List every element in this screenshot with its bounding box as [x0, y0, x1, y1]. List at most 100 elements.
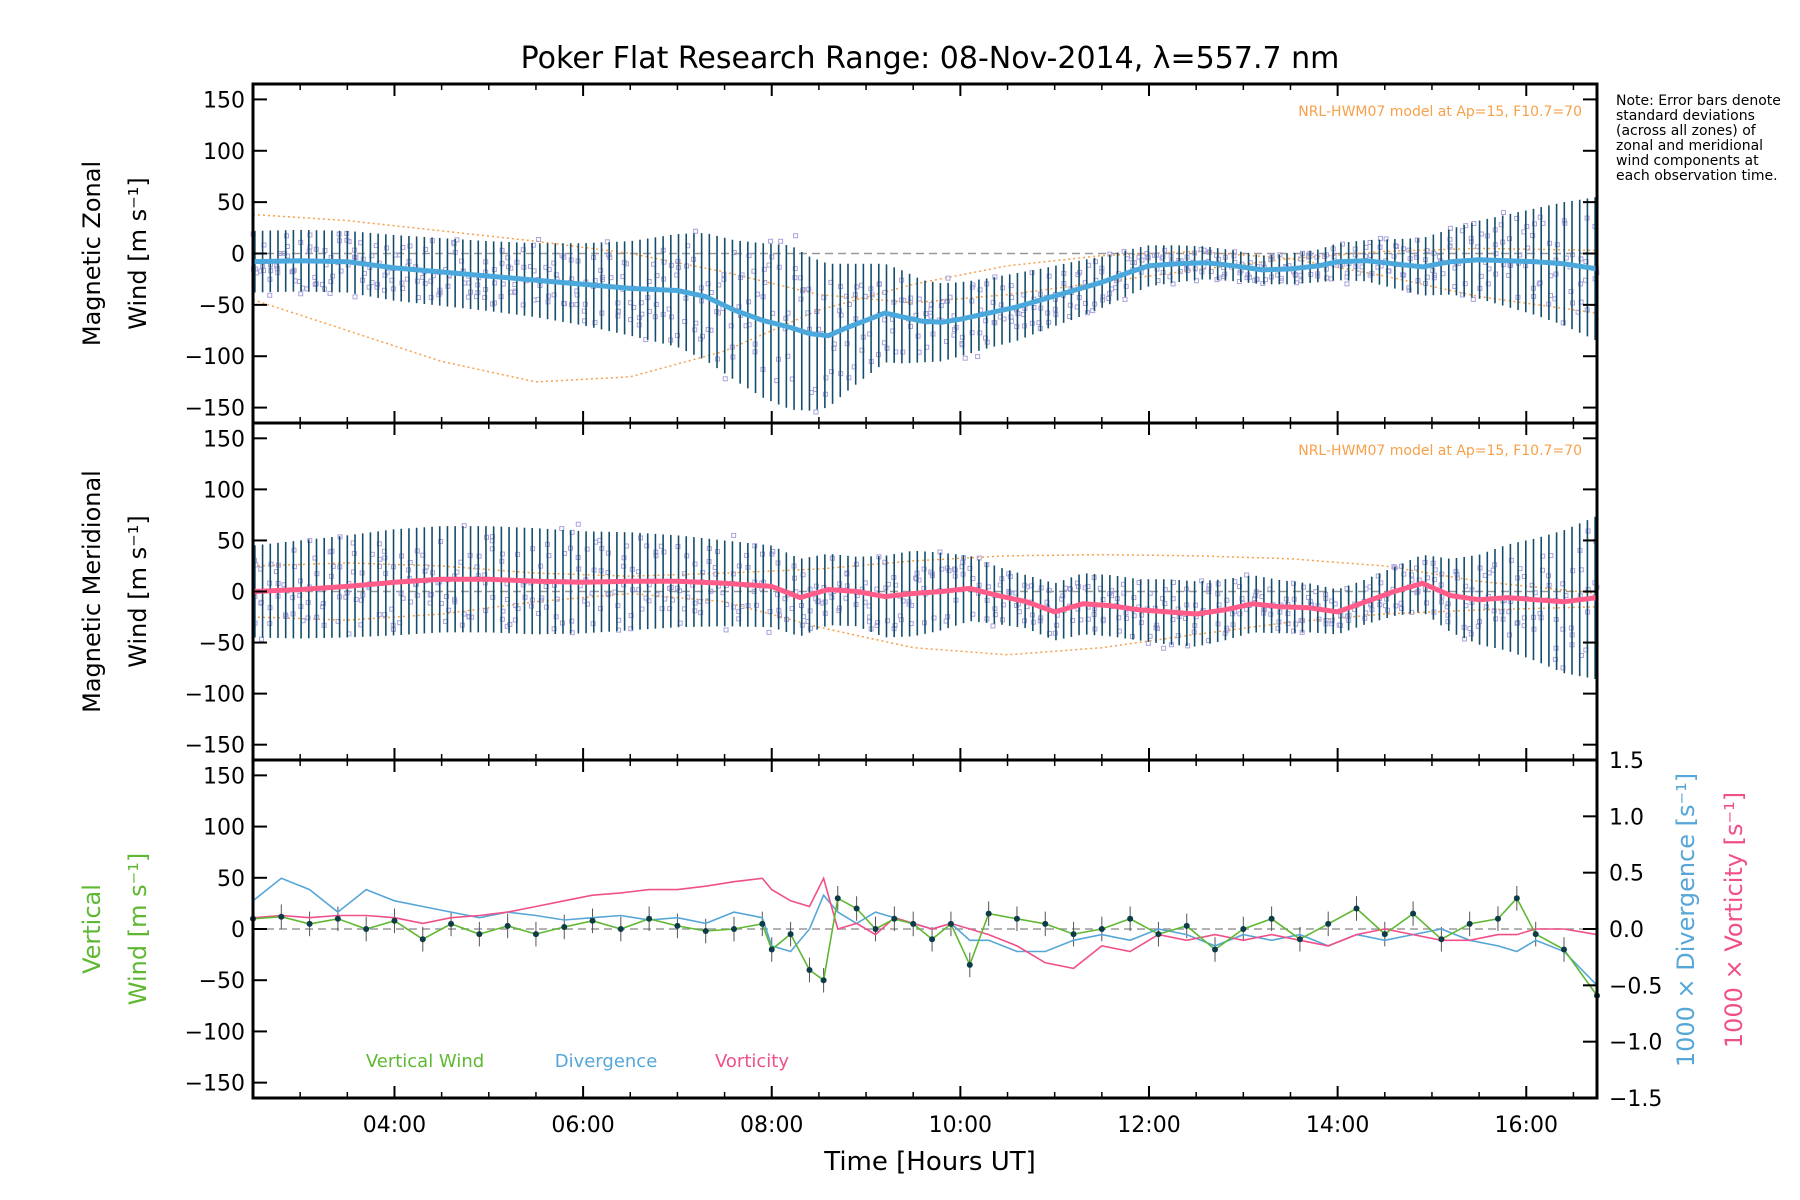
scatter-point [615, 603, 621, 609]
scatter-point [945, 275, 951, 281]
scatter-point [382, 612, 388, 618]
scatter-point [731, 532, 737, 538]
x-axis-tick-label: 08:00 [740, 1113, 803, 1138]
scatter-point [1093, 259, 1099, 265]
scatter-point [1106, 295, 1112, 301]
scatter-point [908, 323, 914, 329]
scatter-point [761, 266, 767, 272]
scatter-point [499, 616, 505, 622]
scatter-point [592, 320, 598, 326]
x-axis-tick-label: 04:00 [363, 1113, 426, 1138]
vertical-wind-point [476, 931, 483, 938]
scatter-point [1291, 580, 1297, 586]
vertical-wind-point [1013, 915, 1020, 922]
vertical-wind-point [1296, 936, 1303, 943]
scatter-point [428, 294, 434, 300]
vertical-wind-point [674, 922, 681, 929]
scatter-point [490, 301, 496, 307]
scatter-point [1500, 209, 1506, 215]
vertical-wind-point [1325, 920, 1332, 927]
scatter-point [992, 612, 998, 618]
vertical-wind-point [985, 910, 992, 917]
vertical-wind-line [252, 896, 1598, 997]
y-axis-title-line2: Wind [m s⁻¹] [124, 515, 152, 667]
model-label: NRL-HWM07 model at Ap=15, F10.7=70 [1298, 104, 1582, 120]
scatter-point [482, 294, 488, 300]
vertical-wind-point [532, 931, 539, 938]
scatter-point [1431, 275, 1437, 281]
scatter-point [1568, 288, 1574, 294]
scatter-point [692, 561, 698, 567]
scatter-point [677, 588, 683, 594]
right-axis-tick-label: 0.0 [1609, 918, 1644, 943]
y-axis-tick-label: 50 [217, 191, 245, 216]
scatter-point [1060, 593, 1066, 599]
scatter-point [267, 292, 273, 298]
scatter-point [959, 334, 965, 340]
scatter-point [443, 594, 449, 600]
scatter-point [1293, 621, 1299, 627]
scatter-point [644, 543, 650, 549]
scatter-point [699, 333, 705, 339]
scatter-point [653, 301, 659, 307]
vertical-wind-point [966, 961, 973, 968]
vertical-wind-point [891, 915, 898, 922]
scatter-point [938, 303, 944, 309]
scatter-point [628, 613, 634, 619]
scatter-point [659, 606, 665, 612]
x-axis-label: Time [Hours UT] [823, 1147, 1036, 1177]
scatter-point [969, 330, 975, 336]
scatter-point [1524, 224, 1530, 230]
scatter-point [1175, 633, 1181, 639]
scatter-point [990, 623, 996, 629]
scatter-point [1344, 281, 1350, 287]
y-axis-title-line2: Wind [m s⁻¹] [124, 853, 152, 1005]
scatter-point [1185, 267, 1191, 273]
vertical-wind-point [929, 936, 936, 943]
right-axis-tick-label: 1.0 [1609, 805, 1644, 830]
scatter-point [1161, 645, 1167, 651]
scatter-point [823, 375, 829, 381]
scatter-point [307, 244, 313, 250]
scatter-point [1385, 268, 1391, 274]
scatter-point [1352, 252, 1358, 258]
scatter-point [1368, 602, 1374, 608]
vertical-wind-point [1513, 895, 1520, 902]
scatter-point [1377, 235, 1383, 241]
scatter-point [1424, 600, 1430, 606]
x-axis-tick-label: 12:00 [1117, 1113, 1180, 1138]
vertical-wind-point [768, 946, 775, 953]
scatter-point [975, 354, 981, 360]
model-curve-lower [252, 250, 1598, 383]
vertical-wind-point [1098, 926, 1105, 932]
scatter-point [260, 267, 266, 273]
vertical-wind-point [1240, 926, 1247, 932]
y-axis-title-line1: Magnetic Meridional [78, 470, 106, 713]
scatter-point [730, 571, 736, 577]
scatter-point [1139, 612, 1145, 618]
scatter-point [1324, 275, 1330, 281]
vertical-wind-point [759, 920, 766, 927]
scatter-point [584, 546, 590, 552]
scatter-point [328, 279, 334, 285]
scatter-point [1445, 619, 1451, 625]
vertical-wind-point [1381, 931, 1388, 938]
vertical-wind-point [306, 920, 313, 927]
scatter-point [921, 566, 927, 572]
scatter-point [536, 237, 542, 243]
scatter-point [376, 612, 382, 618]
scatter-point [1198, 246, 1204, 252]
legend-vorticity: Vorticity [715, 1051, 789, 1072]
vertical-wind-point [910, 920, 917, 927]
vertical-wind-point [834, 895, 841, 902]
scatter-point [1131, 595, 1137, 601]
scatter-point [490, 594, 496, 600]
scatter-point [1393, 603, 1399, 609]
scatter-point [320, 601, 326, 607]
scatter-point [307, 538, 313, 544]
scatter-point [1314, 254, 1320, 260]
scatter-point [353, 255, 359, 261]
scatter-point [1532, 221, 1538, 227]
scatter-point [1006, 588, 1012, 594]
